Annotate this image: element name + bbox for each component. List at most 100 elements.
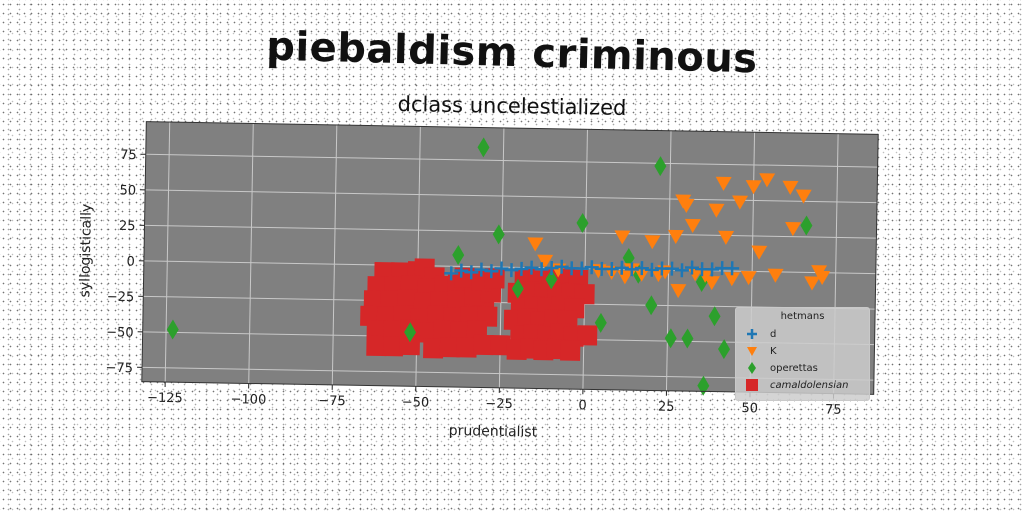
y-tick-label: −25 (107, 290, 135, 305)
data-point-triangle (614, 230, 631, 245)
data-point-square (484, 268, 505, 289)
data-point-triangle (814, 270, 831, 285)
y-axis-label: syllogistically (77, 204, 95, 298)
data-point-square (416, 322, 437, 343)
series-d (444, 259, 740, 281)
data-point-triangle (715, 176, 732, 191)
data-point-triangle (740, 270, 757, 286)
y-tick-label: 50 (119, 183, 136, 198)
data-point-diamond (664, 328, 677, 349)
data-point-triangle (782, 180, 799, 195)
data-point-square (399, 334, 421, 356)
x-gridline (665, 130, 672, 391)
plus-marker-icon (747, 329, 757, 339)
data-point-plus (705, 262, 720, 277)
data-point-square (577, 325, 598, 346)
plot-border (141, 121, 879, 395)
data-point-plus (574, 261, 589, 276)
data-point-diamond (708, 306, 721, 327)
legend-item-camaldolensian: camaldolensian (744, 378, 848, 392)
data-point-plus (614, 260, 629, 275)
data-point-triangle (767, 268, 784, 283)
legend-label-camaldolensian: camaldolensian (770, 379, 849, 391)
plot-area: −125 −100 −75 −50 −25 0 25 50 75 −75 −50 −25 0 25 50 75… (77, 121, 879, 441)
data-point-square (363, 290, 385, 311)
y-tick-label: 0 (126, 255, 135, 270)
data-point-square (433, 319, 454, 341)
data-point-triangle (759, 173, 776, 188)
data-point-triangle (732, 195, 749, 210)
x-tick-label: −75 (318, 394, 346, 409)
data-point-plus (674, 263, 689, 278)
data-point-triangle (745, 180, 762, 195)
data-point-square (383, 320, 404, 341)
data-point-diamond (576, 213, 589, 234)
plot-background (141, 121, 879, 395)
data-point-diamond (477, 137, 490, 158)
data-point-plus (604, 261, 619, 277)
data-point-diamond (511, 278, 524, 299)
data-point-plus (664, 261, 679, 276)
data-point-square (397, 289, 418, 310)
data-point-triangle (537, 254, 554, 269)
data-point-diamond (594, 312, 607, 333)
x-tick-label: 50 (741, 401, 758, 416)
y-tick-label: −50 (106, 325, 134, 340)
data-point-plus (504, 263, 519, 278)
legend-item-k: K (744, 344, 777, 358)
x-tick-label: −100 (230, 392, 266, 408)
data-point-triangle (785, 221, 802, 237)
x-axis-label: prudentialist (449, 423, 538, 441)
data-point-triangle (795, 189, 812, 204)
legend-item-d: d (744, 327, 776, 341)
data-point-plus (534, 262, 549, 277)
legend-item-operettas: operettas (744, 361, 818, 375)
data-point-square (456, 337, 477, 358)
y-gridline (144, 224, 877, 239)
data-point-diamond (800, 215, 813, 236)
y-tick-label: −75 (105, 361, 133, 376)
data-point-plus (464, 265, 479, 280)
series-operettas (166, 137, 813, 396)
x-tick-label: 0 (578, 398, 587, 413)
data-point-diamond (545, 269, 558, 290)
x-tick-label: 75 (825, 403, 842, 418)
y-tick-label: 75 (120, 148, 137, 163)
x-tick-label: −50 (402, 395, 430, 410)
data-point-square (366, 320, 387, 341)
x-gridline (331, 124, 338, 385)
data-point-plus (454, 263, 469, 278)
x-gridline (164, 122, 171, 383)
data-point-square (560, 340, 581, 361)
y-gridline (145, 189, 878, 204)
data-point-triangle (804, 276, 821, 291)
legend: hetmans d K operettas camaldolensian (735, 307, 870, 401)
data-point-square (366, 335, 387, 357)
diamond-marker-icon (748, 362, 756, 374)
data-point-triangle (703, 275, 720, 291)
data-point-plus (725, 261, 740, 276)
y-tick-label: 25 (119, 219, 136, 234)
y-gridline (145, 153, 878, 168)
data-point-diamond (697, 375, 710, 396)
data-point-diamond (404, 322, 417, 343)
data-point-triangle (667, 229, 684, 245)
data-point-plus (514, 261, 529, 276)
x-tick-label: −25 (485, 397, 513, 412)
data-point-plus (644, 262, 659, 277)
data-point-diamond (654, 156, 667, 177)
data-point-triangle (708, 203, 725, 218)
data-point-diamond (622, 247, 635, 268)
x-tick-label: 25 (658, 400, 675, 415)
data-point-diamond (645, 295, 658, 316)
data-point-diamond (718, 339, 731, 360)
data-point-diamond (452, 244, 465, 265)
data-point-triangle (724, 272, 741, 287)
legend-label-d: d (770, 328, 777, 340)
data-point-plus (484, 264, 499, 279)
data-point-plus (524, 260, 539, 275)
data-point-plus (685, 260, 700, 275)
data-point-diamond (166, 319, 179, 340)
data-point-plus (584, 260, 599, 275)
x-gridline (582, 129, 588, 390)
